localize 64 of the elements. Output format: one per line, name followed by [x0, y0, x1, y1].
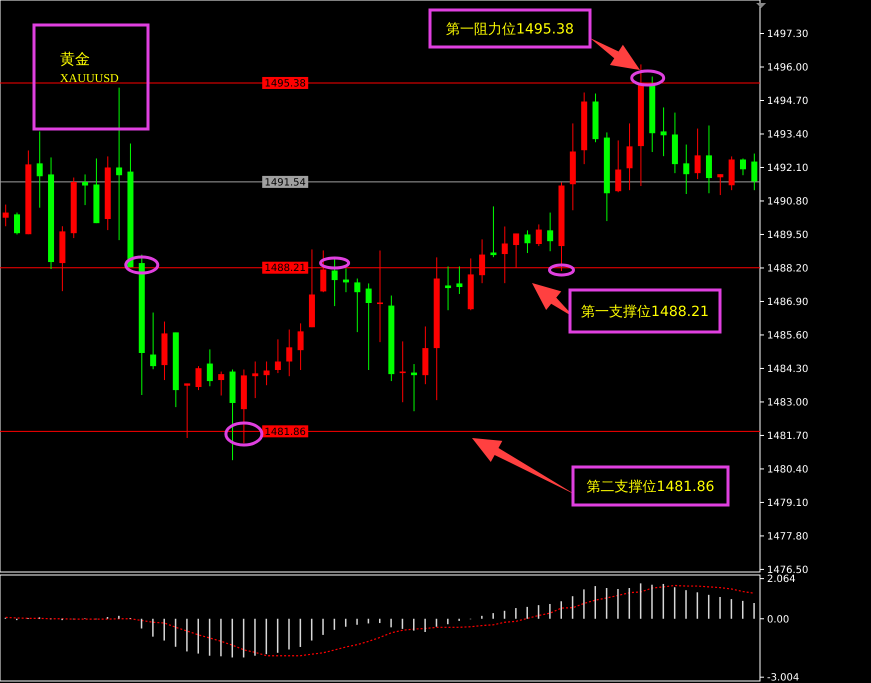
- candlestick: [536, 224, 542, 247]
- candlestick: [342, 268, 349, 293]
- candlestick: [740, 158, 746, 176]
- y-tick-label: 1494.70: [767, 96, 808, 107]
- y-tick-label: 1483.00: [767, 397, 808, 408]
- candlestick: [206, 348, 213, 387]
- candlestick: [683, 144, 690, 195]
- y-tick-label: 1476.50: [767, 564, 808, 576]
- ref-line-label: 1481.86: [264, 426, 306, 438]
- candlestick: [354, 278, 360, 333]
- candlestick: [626, 122, 633, 191]
- candlestick: [547, 212, 554, 252]
- y-tick-label: 1489.50: [767, 230, 808, 241]
- annotation: 第二支撑位1481.86: [586, 478, 715, 495]
- line-series: [5, 584, 755, 656]
- candlestick: [298, 322, 304, 370]
- candlestick: [660, 106, 667, 157]
- candlestick: [524, 230, 530, 254]
- y-tick-label: 1486.90: [767, 296, 808, 308]
- candlestick: [36, 130, 43, 208]
- y-tick-label: 1492.10: [767, 162, 808, 174]
- ref-line-label: 1491.54: [264, 177, 306, 188]
- candlestick: [751, 153, 758, 191]
- ref-line-label: 1495.38: [264, 78, 306, 90]
- candlestick: [694, 128, 701, 180]
- y-tick-label: 1481.70: [767, 430, 808, 442]
- annotation: 第一阻力位1495.38: [446, 21, 574, 38]
- candlestick: [14, 212, 20, 235]
- y-tick-label: 1497.30: [767, 28, 808, 40]
- candlestick: [490, 206, 496, 258]
- candlestick: [445, 266, 452, 311]
- text: 黄金: [60, 50, 90, 68]
- y-tick-label: 1488.20: [767, 263, 808, 274]
- y-tick-label: 1485.60: [767, 330, 808, 342]
- y-tick-label: 0.00: [767, 614, 790, 626]
- y-tick-label: 1477.80: [767, 531, 808, 542]
- y-tick-label: 1484.30: [767, 364, 808, 375]
- y-tick-label: 2.064: [767, 574, 796, 586]
- candlestick: [411, 364, 418, 412]
- y-tick-label: 1493.40: [767, 129, 808, 140]
- y-tick-label: -3.004: [767, 672, 800, 683]
- candlestick: [116, 87, 122, 241]
- ref-line-label: 1488.21: [264, 263, 306, 274]
- candlestick: [706, 124, 712, 194]
- candlestick: [196, 366, 202, 391]
- candlestick: [274, 338, 281, 374]
- y-tick-label: 1496.00: [767, 62, 808, 74]
- candlestick: [332, 256, 338, 307]
- candlestick: [400, 340, 406, 403]
- candlestick: [82, 174, 88, 206]
- y-tick-label: 1479.10: [767, 498, 808, 509]
- candlestick: [366, 282, 372, 370]
- candlestick: [286, 329, 292, 377]
- y-tick-label: 1490.80: [767, 196, 808, 208]
- candlestick: [2, 204, 9, 227]
- candlestick: [150, 312, 156, 370]
- y-tick-label: 1480.40: [767, 464, 808, 476]
- candlestick: [218, 371, 224, 396]
- candlestick: [717, 174, 724, 196]
- text: XAUUUSD: [60, 71, 120, 85]
- candlestick: [456, 266, 462, 294]
- candlestick: [264, 360, 270, 386]
- candlestick: [615, 140, 622, 193]
- annotation: 第一支撑位1488.21: [581, 304, 709, 320]
